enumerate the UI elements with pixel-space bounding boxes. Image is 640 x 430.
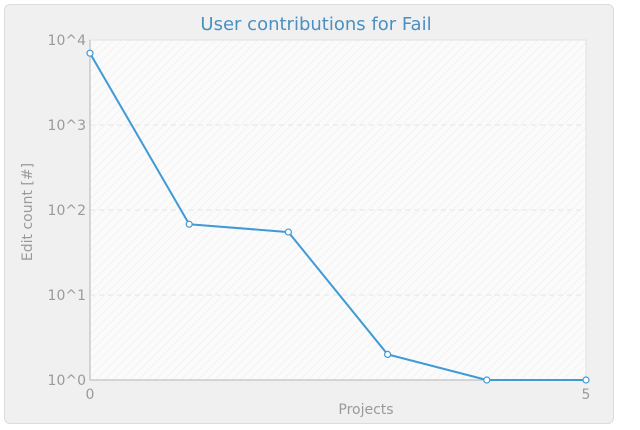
series-line-0 [89,52,586,381]
y-tick-label-0: 10^0 [48,373,86,389]
y-tick-label-1: 10^1 [48,288,86,304]
y-axis-label: Edit count [#] [20,163,36,261]
y-tick-labels: 10^0 10^1 10^2 10^3 10^4 [48,33,87,389]
y-tick-label-4: 10^4 [48,33,87,49]
x-tick-label-0: 0 [86,387,95,403]
x-axis-label: Projects [338,402,393,418]
data-point-2 [284,228,292,236]
chart-title: User contributions for Fail [200,14,431,35]
grid-lines [90,124,586,296]
x-tick-label-1: 5 [582,387,591,403]
data-point-4 [483,376,491,384]
series-points [86,49,590,384]
y-tick-label-2: 10^2 [48,203,86,219]
data-point-1 [185,220,193,228]
data-point-5 [582,376,590,384]
y-tick-label-3: 10^3 [48,118,86,134]
data-point-3 [384,350,392,359]
data-point-0 [86,49,94,57]
series-lines [89,52,586,381]
